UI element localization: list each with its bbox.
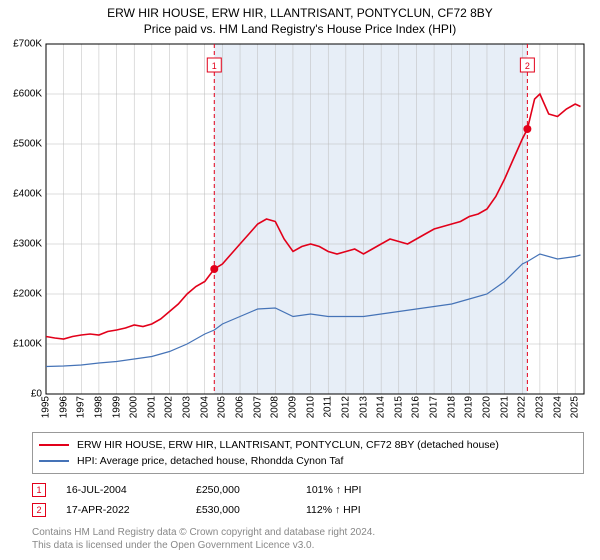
ytick-label: £300K (13, 239, 42, 250)
xtick-label: 2008 (270, 396, 281, 418)
sale-price: £250,000 (196, 484, 306, 496)
ytick-label: £400K (13, 189, 42, 200)
svg-text:2: 2 (525, 61, 530, 71)
xtick-label: 2013 (358, 396, 369, 418)
xtick-label: 2019 (464, 396, 475, 418)
xtick-label: 1997 (76, 396, 87, 418)
svg-text:1: 1 (212, 61, 217, 71)
legend-line-swatch (39, 444, 69, 446)
xtick-label: 2023 (534, 396, 545, 418)
xtick-label: 2021 (499, 396, 510, 418)
xtick-label: 1999 (111, 396, 122, 418)
xtick-label: 2016 (411, 396, 422, 418)
sale-price: £530,000 (196, 504, 306, 516)
plot-svg: 12 (46, 44, 584, 394)
xtick-label: 2007 (252, 396, 263, 418)
xtick-label: 2000 (129, 396, 140, 418)
legend-label: HPI: Average price, detached house, Rhon… (77, 455, 343, 467)
ytick-label: £500K (13, 139, 42, 150)
xtick-label: 2011 (323, 396, 334, 418)
xtick-label: 2012 (340, 396, 351, 418)
legend-box: ERW HIR HOUSE, ERW HIR, LLANTRISANT, PON… (32, 432, 584, 474)
xtick-label: 2004 (199, 396, 210, 418)
sales-block: 1 16-JUL-2004£250,000101% ↑ HPI 2 17-APR-20… (32, 480, 584, 520)
license-line-2: This data is licensed under the Open Gov… (32, 539, 584, 552)
xtick-label: 2010 (305, 396, 316, 418)
sale-date: 16-JUL-2004 (66, 484, 196, 496)
legend-row: ERW HIR HOUSE, ERW HIR, LLANTRISANT, PON… (39, 437, 577, 453)
xtick-label: 2001 (146, 396, 157, 418)
sale-marker-box: 2 (32, 503, 46, 517)
title-block: ERW HIR HOUSE, ERW HIR, LLANTRISANT, PON… (0, 0, 600, 36)
sale-date: 17-APR-2022 (66, 504, 196, 516)
legend-label: ERW HIR HOUSE, ERW HIR, LLANTRISANT, PON… (77, 439, 499, 451)
xtick-label: 2017 (429, 396, 440, 418)
xtick-label: 2002 (164, 396, 175, 418)
sale-pct: 101% ↑ HPI (306, 484, 426, 496)
chart-subtitle: Price paid vs. HM Land Registry's House … (0, 22, 600, 36)
license-line-1: Contains HM Land Registry data © Crown c… (32, 526, 584, 539)
legend-line-swatch (39, 460, 69, 462)
chart-title: ERW HIR HOUSE, ERW HIR, LLANTRISANT, PON… (0, 6, 600, 20)
license-text: Contains HM Land Registry data © Crown c… (32, 526, 584, 552)
xtick-label: 2006 (235, 396, 246, 418)
sale-row: 1 16-JUL-2004£250,000101% ↑ HPI (32, 480, 584, 500)
sale-marker-box: 1 (32, 483, 46, 497)
legend-row: HPI: Average price, detached house, Rhon… (39, 453, 577, 469)
xtick-label: 1995 (41, 396, 52, 418)
xtick-label: 2020 (481, 396, 492, 418)
xtick-label: 2025 (570, 396, 581, 418)
xtick-label: 1998 (93, 396, 104, 418)
xtick-label: 2003 (182, 396, 193, 418)
bottom-panel: ERW HIR HOUSE, ERW HIR, LLANTRISANT, PON… (32, 432, 584, 552)
sale-row: 2 17-APR-2022£530,000112% ↑ HPI (32, 500, 584, 520)
ytick-label: £700K (13, 39, 42, 50)
xtick-label: 2018 (446, 396, 457, 418)
ytick-label: £600K (13, 89, 42, 100)
ytick-label: £100K (13, 339, 42, 350)
xtick-label: 2022 (517, 396, 528, 418)
chart-area: 12 £0£100K£200K£300K£400K£500K£600K£700K… (46, 44, 584, 394)
xtick-label: 2014 (376, 396, 387, 418)
xtick-label: 2015 (393, 396, 404, 418)
chart-container: ERW HIR HOUSE, ERW HIR, LLANTRISANT, PON… (0, 0, 600, 560)
xtick-label: 1996 (58, 396, 69, 418)
xtick-label: 2024 (552, 396, 563, 418)
ytick-label: £200K (13, 289, 42, 300)
xtick-label: 2009 (287, 396, 298, 418)
sale-pct: 112% ↑ HPI (306, 504, 426, 516)
xtick-label: 2005 (217, 396, 228, 418)
